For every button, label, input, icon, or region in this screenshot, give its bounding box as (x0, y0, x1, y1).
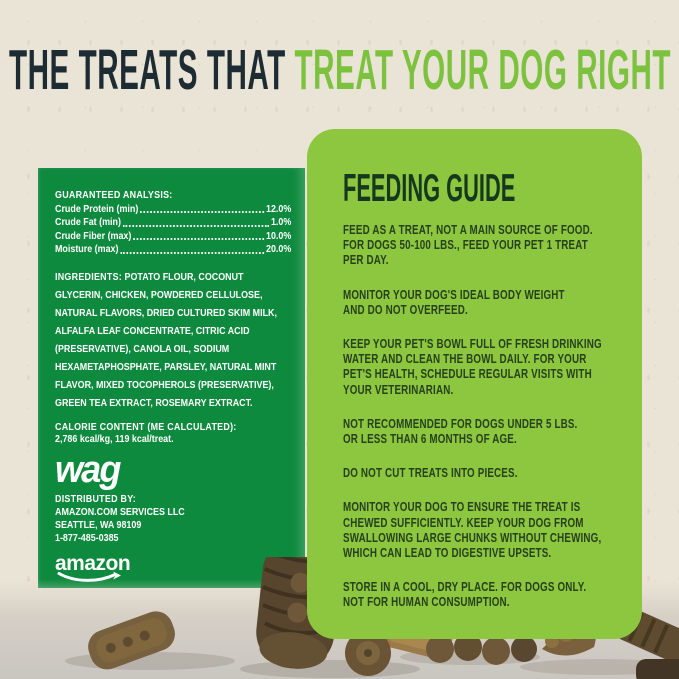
nutrient-value: 12.0% (265, 203, 292, 215)
dot-leader (140, 211, 265, 214)
ingredients-heading: INGREDIENTS: (55, 270, 123, 283)
nutrient-value: 1.0% (270, 216, 292, 229)
guaranteed-analysis-table: Crude Protein (min) 12.0% Crude Fat (min)… (55, 203, 295, 257)
page-title: THE TREATS THAT TREAT YOUR DOG RIGHT (8, 42, 670, 99)
feeding-guide-paragraph: FEED AS A TREAT, NOT A MAIN SOURCE OF FO… (343, 223, 593, 268)
guaranteed-analysis-heading: GUARANTEED ANALYSIS: (55, 189, 173, 201)
table-row: Crude Protein (min) 12.0% (55, 203, 291, 216)
feeding-guide-paragraph: MONITOR YOUR DOG'S IDEAL BODY WEIGHT AND… (343, 287, 565, 317)
feeding-guide-paragraph: DO NOT CUT TREATS INTO PIECES. (343, 466, 518, 481)
distributed-by-heading: DISTRIBUTED BY: (55, 493, 137, 506)
treat-nugget (88, 611, 175, 670)
dot-leader (133, 238, 265, 241)
treat-wheel (345, 630, 391, 676)
nutrient-value: 10.0% (265, 229, 292, 242)
distributed-by-lines: AMAZON.COM SERVICES LLC SEATTLE, WA 9810… (55, 506, 185, 544)
nutrient-value: 20.0% (265, 243, 292, 256)
calorie-content: CALORIE CONTENT (ME CALCULATED): 2,786 k… (55, 421, 295, 446)
nutrient-name: Crude Fiber (max) (55, 229, 132, 242)
wag-logo: wag (55, 449, 121, 492)
distributed-by: DISTRIBUTED BY: AMAZON.COM SERVICES LLC … (55, 493, 295, 544)
table-row: Crude Fiber (max) 10.0% (55, 230, 291, 243)
feeding-guide-panel: FEEDING GUIDE FEED AS A TREAT, NOT A MAI… (307, 129, 642, 639)
feeding-guide-paragraph: STORE IN A COOL, DRY PLACE. FOR DOGS ONL… (343, 580, 587, 610)
table-row: Moisture (max) 20.0% (55, 243, 291, 256)
guaranteed-analysis: GUARANTEED ANALYSIS: Crude Protein (min)… (55, 189, 295, 257)
ingredients: INGREDIENTS: POTATO FLOUR, COCONUT GLYCE… (55, 267, 295, 411)
dot-leader (120, 251, 265, 254)
feeding-guide-body: FEED AS A TREAT, NOT A MAIN SOURCE OF FO… (343, 223, 642, 611)
feeding-guide-paragraph: MONITOR YOUR DOG TO ENSURE THE TREAT IS … (343, 500, 602, 561)
calorie-text: 2,786 kcal/kg, 119 kcal/treat. (55, 432, 174, 445)
headline-prefix: THE TREATS THAT (8, 38, 294, 102)
ingredients-text: POTATO FLOUR, COCONUT GLYCERIN, CHICKEN,… (55, 270, 277, 409)
amazon-logo-text: amazon (55, 551, 131, 575)
nutrition-label-panel: GUARANTEED ANALYSIS: Crude Protein (min)… (38, 168, 305, 588)
headline-highlight: TREAT YOUR DOG RIGHT (293, 38, 671, 102)
feeding-guide-paragraph: NOT RECOMMENDED FOR DOGS UNDER 5 LBS. OR… (343, 416, 578, 447)
nutrient-name: Moisture (max) (55, 243, 119, 256)
feeding-guide-heading: FEEDING GUIDE (343, 167, 516, 210)
feeding-guide-paragraph: KEEP YOUR PET'S BOWL FULL OF FRESH DRINK… (343, 337, 602, 397)
dot-leader (122, 224, 270, 227)
table-row: Crude Fat (min) 1.0% (55, 216, 291, 229)
treat-corner (636, 659, 679, 679)
calorie-heading: CALORIE CONTENT (ME CALCULATED): (55, 420, 237, 433)
nutrient-name: Crude Protein (min) (55, 203, 139, 215)
nutrient-name: Crude Fat (min) (55, 216, 121, 229)
treat-knob-row (426, 633, 537, 665)
